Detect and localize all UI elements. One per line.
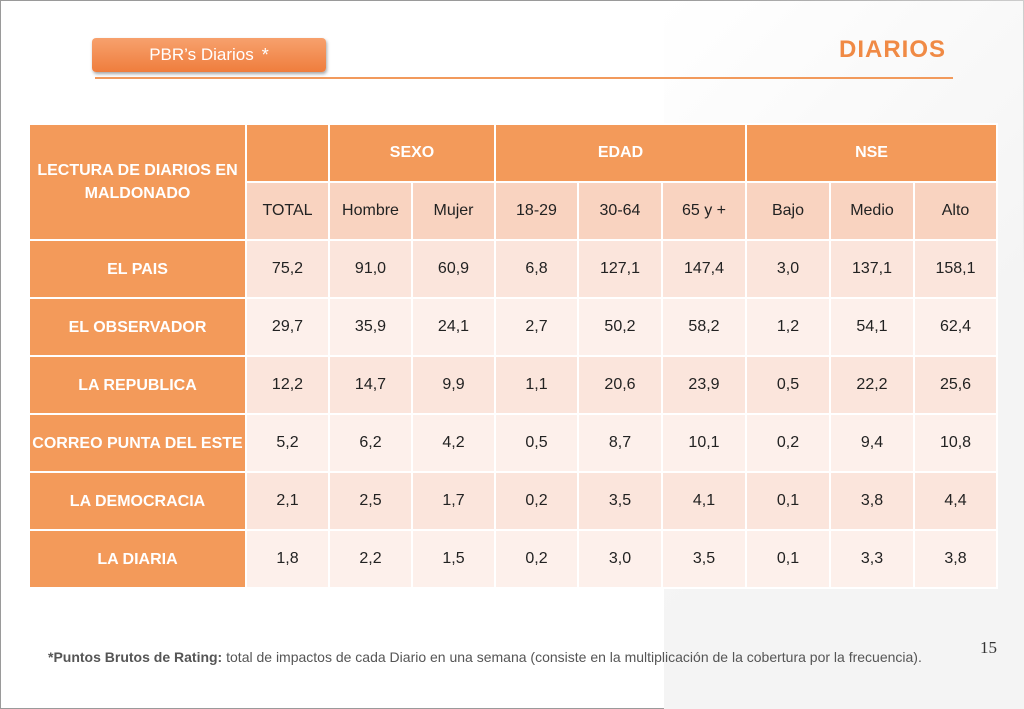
table-cell: 91,0 xyxy=(328,239,413,299)
table-cell: 50,2 xyxy=(577,297,663,357)
title-divider xyxy=(95,77,953,79)
table-cell: 3,5 xyxy=(661,529,747,589)
section-tag: PBR’s Diarios * xyxy=(92,38,326,72)
table-cell: 3,8 xyxy=(912,529,999,589)
column-header: Mujer xyxy=(411,181,496,241)
table-row: LA DEMOCRACIA 2,1 2,5 1,7 0,2 3,5 4,1 0,1 3,8 4,4 xyxy=(28,471,999,531)
table-cell: 0,2 xyxy=(494,529,579,589)
table-cell: 147,4 xyxy=(661,239,747,299)
table-cell: 2,1 xyxy=(245,471,330,531)
table-cell: 0,2 xyxy=(745,413,831,473)
table-cell: 14,7 xyxy=(328,355,413,415)
table-cell: 3,0 xyxy=(745,239,831,299)
header-group-edad: EDAD xyxy=(494,123,747,183)
header-blank-cell xyxy=(245,123,330,183)
header-group-nse: NSE xyxy=(744,123,999,183)
table-cell: 3,3 xyxy=(829,529,915,589)
table-cell: 60,9 xyxy=(411,239,496,299)
table-cell: 2,5 xyxy=(328,471,413,531)
table-cell: 9,4 xyxy=(829,413,915,473)
table-cell: 3,0 xyxy=(577,529,663,589)
column-header: 65 y + xyxy=(661,181,747,241)
section-tag-asterisk: * xyxy=(261,44,269,65)
row-label: CORREO PUNTA DEL ESTE xyxy=(28,413,247,473)
table-cell: 0,5 xyxy=(745,355,831,415)
table-cell: 4,4 xyxy=(912,471,999,531)
footnote: *Puntos Brutos de Rating: total de impac… xyxy=(48,648,958,667)
section-tag-label: PBR’s Diarios xyxy=(149,45,254,64)
table-cell: 25,6 xyxy=(912,355,999,415)
table-cell: 0,1 xyxy=(745,529,831,589)
table-cell: 35,9 xyxy=(328,297,413,357)
column-header: Hombre xyxy=(328,181,413,241)
table-cell: 5,2 xyxy=(245,413,330,473)
column-header: 30-64 xyxy=(577,181,663,241)
table-cell: 4,1 xyxy=(661,471,747,531)
table-row: EL PAIS 75,2 91,0 60,9 6,8 127,1 147,4 3,0 137,1… xyxy=(28,239,999,299)
table-cell: 2,7 xyxy=(494,297,579,357)
table-cell: 2,2 xyxy=(328,529,413,589)
row-label: EL OBSERVADOR xyxy=(28,297,247,357)
table-cell: 0,5 xyxy=(494,413,579,473)
table-cell: 137,1 xyxy=(829,239,915,299)
table-cell: 1,7 xyxy=(411,471,496,531)
table-cell: 9,9 xyxy=(411,355,496,415)
table-corner-label: LECTURA DE DIARIOS EN MALDONADO xyxy=(28,123,247,241)
table-cell: 58,2 xyxy=(661,297,747,357)
table-cell: 0,2 xyxy=(494,471,579,531)
table-cell: 24,1 xyxy=(411,297,496,357)
table-cell: 75,2 xyxy=(245,239,330,299)
column-header: TOTAL xyxy=(245,181,330,241)
page-number: 15 xyxy=(980,638,997,657)
footnote-text: total de impactos de cada Diario en una … xyxy=(222,649,922,665)
table-cell: 0,1 xyxy=(745,471,831,531)
table-cell: 1,5 xyxy=(411,529,496,589)
table-cell: 8,7 xyxy=(577,413,663,473)
table-cell: 3,5 xyxy=(577,471,663,531)
table-cell: 1,1 xyxy=(494,355,579,415)
table-cell: 158,1 xyxy=(912,239,999,299)
row-label: LA DIARIA xyxy=(28,529,247,589)
table-cell: 4,2 xyxy=(411,413,496,473)
table-cell: 6,2 xyxy=(328,413,413,473)
table-cell: 54,1 xyxy=(829,297,915,357)
table-cell: 127,1 xyxy=(577,239,663,299)
row-label: EL PAIS xyxy=(28,239,247,299)
table-cell: 29,7 xyxy=(245,297,330,357)
column-header: Bajo xyxy=(745,181,831,241)
footnote-term: *Puntos Brutos de Rating: xyxy=(48,649,223,665)
table-cell: 20,6 xyxy=(577,355,663,415)
table-cell: 23,9 xyxy=(661,355,747,415)
table-cell: 6,8 xyxy=(494,239,579,299)
table-row: EL OBSERVADOR 29,7 35,9 24,1 2,7 50,2 58,2 1,2 5… xyxy=(28,297,999,357)
table-cell: 12,2 xyxy=(245,355,330,415)
row-label: LA DEMOCRACIA xyxy=(28,471,247,531)
header-group-sexo: SEXO xyxy=(328,123,496,183)
readership-table: LECTURA DE DIARIOS EN MALDONADO SEXO EDA… xyxy=(28,123,999,589)
column-header: Alto xyxy=(912,181,999,241)
slide-title: DIARIOS xyxy=(838,36,946,63)
header-row-columns: TOTAL Hombre Mujer 18-29 30-64 65 y + Ba… xyxy=(29,181,999,241)
table-row: CORREO PUNTA DEL ESTE 5,2 6,2 4,2 0,5 8,7 10,1… xyxy=(28,413,999,473)
table-row: LA REPUBLICA 12,2 14,7 9,9 1,1 20,6 23,9 0,5 22,… xyxy=(28,355,999,415)
column-header: 18-29 xyxy=(494,181,579,241)
table-cell: 1,2 xyxy=(745,297,831,357)
table-cell: 1,8 xyxy=(245,529,330,589)
column-header: Medio xyxy=(829,181,915,241)
table-cell: 3,8 xyxy=(829,471,915,531)
table-cell: 10,1 xyxy=(661,413,747,473)
table-cell: 62,4 xyxy=(912,297,999,357)
table-cell: 22,2 xyxy=(829,355,915,415)
table-row: LA DIARIA 1,8 2,2 1,5 0,2 3,0 3,5 0,1 3,3 3,8 xyxy=(28,529,999,589)
table-cell: 10,8 xyxy=(912,413,999,473)
header-row-groups: LECTURA DE DIARIOS EN MALDONADO SEXO EDA… xyxy=(28,123,999,241)
row-label: LA REPUBLICA xyxy=(28,355,247,415)
